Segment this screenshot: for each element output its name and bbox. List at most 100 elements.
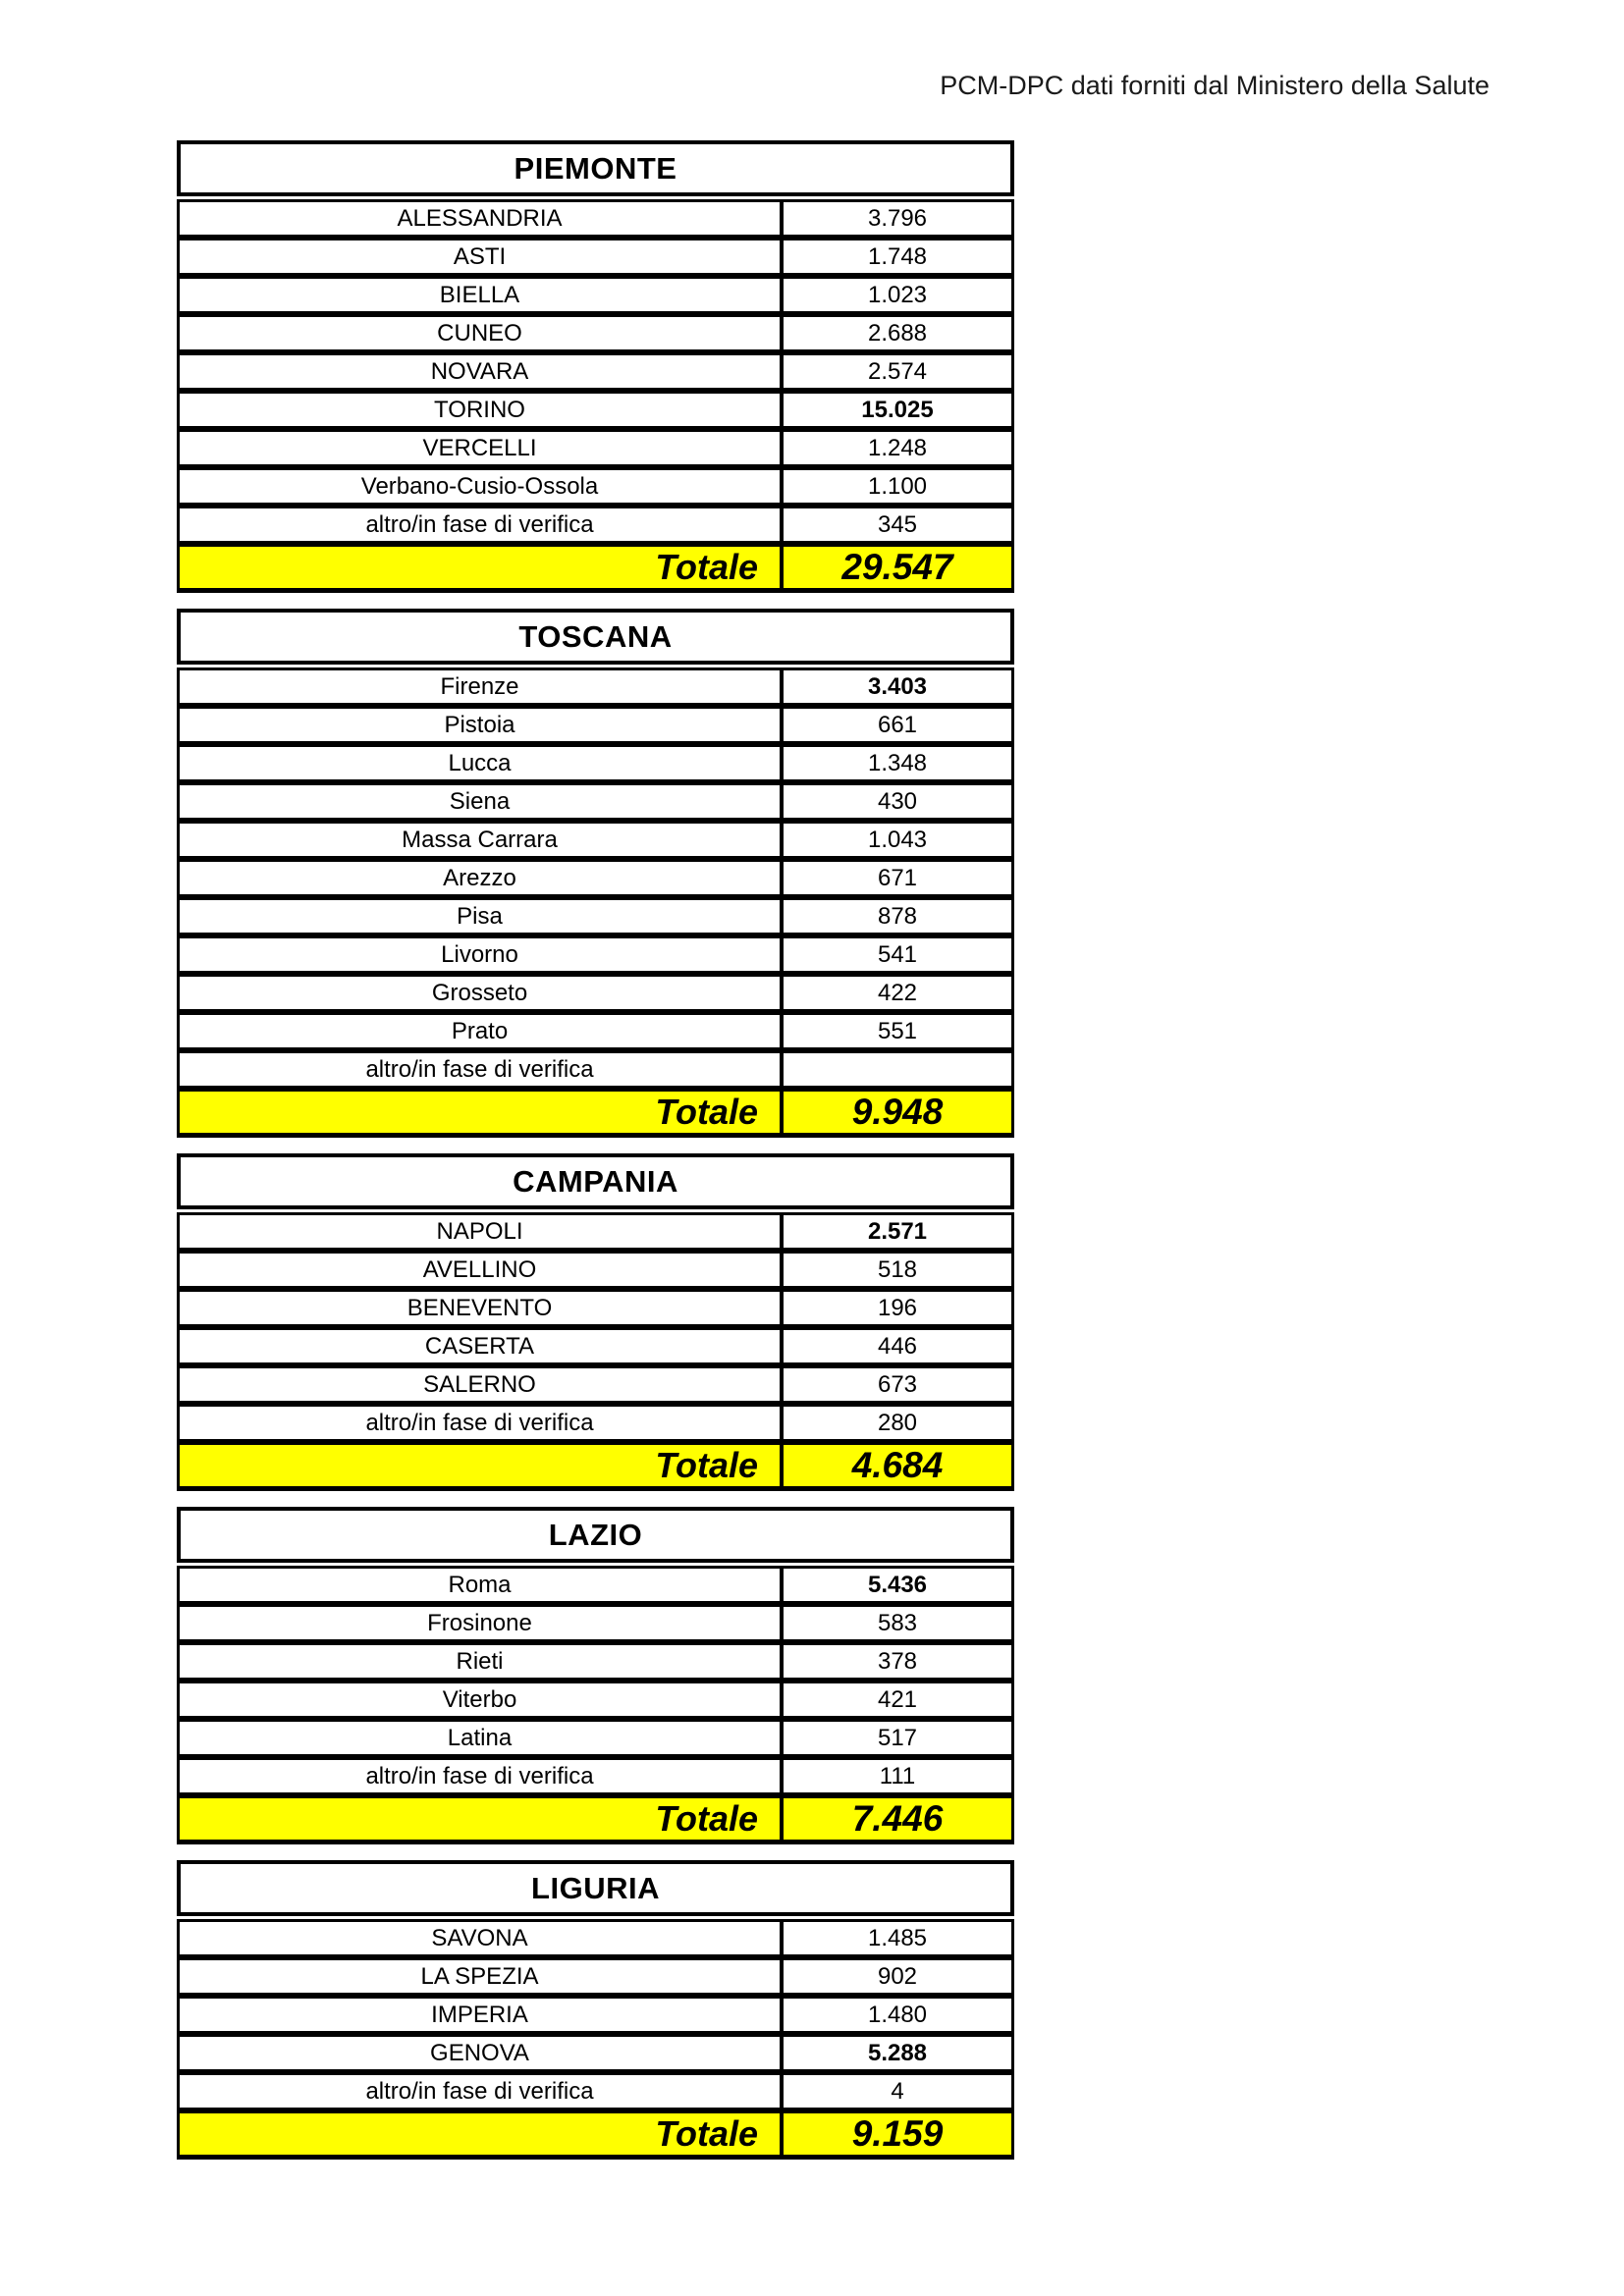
province-value: 518	[877, 1255, 918, 1283]
province-name: ALESSANDRIA	[180, 202, 784, 235]
province-value: 15.025	[861, 396, 934, 423]
table-row: BENEVENTO 196	[177, 1289, 1014, 1327]
table-row: Pisa 878	[177, 897, 1014, 935]
region-rows: Firenze 3.403 Pistoia 661 Lucca 1.348 Si…	[177, 667, 1014, 1089]
province-name: Arezzo	[180, 862, 784, 894]
province-value: 1.480	[867, 2001, 928, 2028]
province-name: Prato	[180, 1015, 784, 1047]
province-value: 1.043	[867, 826, 928, 853]
province-value: 196	[877, 1294, 918, 1321]
table-row: altro/in fase di verifica 4	[177, 2072, 1014, 2110]
province-value: 3.796	[867, 204, 928, 232]
province-name: altro/in fase di verifica	[180, 508, 784, 541]
province-value: 4	[891, 2077, 904, 2105]
total-row: Totale 9.159	[177, 2110, 1014, 2160]
province-name: Viterbo	[180, 1683, 784, 1716]
total-value: 9.159	[851, 2113, 944, 2154]
province-name: NAPOLI	[180, 1215, 784, 1248]
table-row: GENOVA 5.288	[177, 2034, 1014, 2072]
province-value: 1.748	[867, 242, 928, 270]
province-value: 421	[877, 1685, 918, 1713]
province-value: 1.485	[867, 1924, 928, 1951]
table-row: altro/in fase di verifica 111	[177, 1757, 1014, 1795]
province-name: Lucca	[180, 747, 784, 779]
province-value: 5.436	[867, 1571, 928, 1598]
province-name: altro/in fase di verifica	[180, 1053, 784, 1086]
table-row: AVELLINO 518	[177, 1251, 1014, 1289]
total-label: Totale	[180, 1798, 784, 1840]
table-row: NOVARA 2.574	[177, 352, 1014, 391]
province-value: 673	[877, 1370, 918, 1398]
table-row: VERCELLI 1.248	[177, 429, 1014, 467]
table-row: ASTI 1.748	[177, 238, 1014, 276]
total-row: Totale 29.547	[177, 544, 1014, 593]
region-table: PIEMONTE ALESSANDRIA 3.796 ASTI 1.748 BI…	[177, 140, 1014, 593]
province-name: GENOVA	[180, 2037, 784, 2069]
province-name: Frosinone	[180, 1607, 784, 1639]
table-row: SALERNO 673	[177, 1365, 1014, 1404]
total-row: Totale 7.446	[177, 1795, 1014, 1844]
region-header: LIGURIA	[177, 1860, 1014, 1916]
table-row: altro/in fase di verifica 280	[177, 1404, 1014, 1442]
province-name: BIELLA	[180, 279, 784, 311]
region-title: TOSCANA	[518, 618, 673, 654]
table-row: Lucca 1.348	[177, 744, 1014, 782]
province-name: Massa Carrara	[180, 824, 784, 856]
total-value: 7.446	[851, 1798, 944, 1839]
province-name: SALERNO	[180, 1368, 784, 1401]
total-label: Totale	[180, 2113, 784, 2155]
total-label: Totale	[180, 1092, 784, 1133]
table-row: CUNEO 2.688	[177, 314, 1014, 352]
province-value	[784, 1053, 1011, 1086]
province-name: Rieti	[180, 1645, 784, 1678]
region-header: PIEMONTE	[177, 140, 1014, 196]
region-title: PIEMONTE	[514, 150, 677, 186]
province-value: 280	[877, 1409, 918, 1436]
table-row: LA SPEZIA 902	[177, 1957, 1014, 1996]
table-row: Pistoia 661	[177, 706, 1014, 744]
province-name: altro/in fase di verifica	[180, 1407, 784, 1439]
province-value: 517	[877, 1724, 918, 1751]
region-rows: Roma 5.436 Frosinone 583 Rieti 378 Viter…	[177, 1566, 1014, 1795]
province-value: 878	[877, 902, 918, 930]
province-name: VERCELLI	[180, 432, 784, 464]
province-value: 430	[877, 787, 918, 815]
province-name: LA SPEZIA	[180, 1960, 784, 1993]
table-row: Arezzo 671	[177, 859, 1014, 897]
total-label: Totale	[180, 1445, 784, 1486]
region-title: CAMPANIA	[513, 1163, 678, 1199]
province-value: 671	[877, 864, 918, 891]
table-row: ALESSANDRIA 3.796	[177, 199, 1014, 238]
province-name: ASTI	[180, 240, 784, 273]
table-row: altro/in fase di verifica 345	[177, 506, 1014, 544]
province-value: 1.100	[867, 472, 928, 500]
table-row: Rieti 378	[177, 1642, 1014, 1681]
province-name: Verbano-Cusio-Ossola	[180, 470, 784, 503]
table-row: Latina 517	[177, 1719, 1014, 1757]
province-value: 902	[877, 1962, 918, 1990]
region-rows: ALESSANDRIA 3.796 ASTI 1.748 BIELLA 1.02…	[177, 199, 1014, 544]
table-row: Verbano-Cusio-Ossola 1.100	[177, 467, 1014, 506]
total-row: Totale 9.948	[177, 1089, 1014, 1138]
province-name: SAVONA	[180, 1922, 784, 1954]
province-value: 446	[877, 1332, 918, 1360]
province-value: 583	[877, 1609, 918, 1636]
province-name: altro/in fase di verifica	[180, 2075, 784, 2108]
province-name: Livorno	[180, 938, 784, 971]
total-value: 9.948	[851, 1092, 944, 1132]
province-value: 2.571	[867, 1217, 928, 1245]
province-value: 378	[877, 1647, 918, 1675]
total-label: Totale	[180, 547, 784, 588]
province-name: Grosseto	[180, 977, 784, 1009]
province-value: 2.574	[867, 357, 928, 385]
region-table: LAZIO Roma 5.436 Frosinone 583 Rieti 378…	[177, 1507, 1014, 1844]
table-row: Siena 430	[177, 782, 1014, 821]
table-row: Roma 5.436	[177, 1566, 1014, 1604]
province-name: Siena	[180, 785, 784, 818]
province-value: 1.248	[867, 434, 928, 461]
region-header: LAZIO	[177, 1507, 1014, 1563]
region-table: LIGURIA SAVONA 1.485 LA SPEZIA 902 IMPER…	[177, 1860, 1014, 2160]
province-name: Roma	[180, 1569, 784, 1601]
total-row: Totale 4.684	[177, 1442, 1014, 1491]
table-row: Prato 551	[177, 1012, 1014, 1050]
